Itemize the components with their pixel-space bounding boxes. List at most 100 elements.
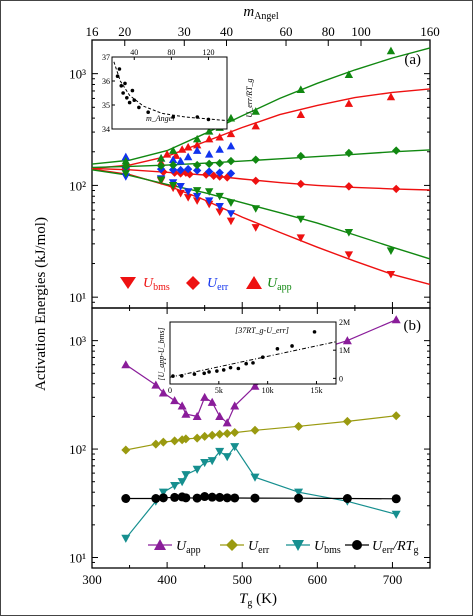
point-a-bms_lower	[226, 217, 236, 226]
inset-b-content: 0 5k 10k 15k 0 1M 2M	[168, 318, 350, 395]
point-a-err_lower	[176, 183, 185, 191]
legend-b-app-label: Uapp	[176, 539, 201, 556]
top-tick-label: 100	[351, 24, 371, 39]
point-b-U_err	[250, 425, 260, 435]
point-b-U_app	[170, 396, 180, 405]
top-tick-label: 80	[322, 24, 335, 39]
point-a-err_mid	[226, 169, 236, 178]
point-a-app_lower	[168, 182, 178, 190]
point-a-err_upper	[204, 150, 214, 158]
point-a-bms_mid	[251, 176, 260, 185]
inset-a-xlabel: m_Angel	[146, 114, 175, 123]
inset-a-point	[206, 117, 211, 122]
point-b-U_err_over_RTg	[207, 492, 217, 502]
point-b-U_bms	[192, 465, 202, 474]
inset-a-point	[125, 96, 129, 100]
point-a-bms_upper	[177, 145, 187, 153]
point-b-U_app	[177, 401, 187, 410]
point-b-U_bms	[181, 471, 191, 480]
point-b-U_err	[215, 429, 225, 439]
axis-ticks	[91, 39, 431, 569]
inset-b-point	[312, 330, 317, 334]
point-a-bms_upper	[226, 129, 236, 138]
xtick-label: 600	[308, 572, 328, 587]
inset-b-title: [37RT_g-U_err]	[235, 326, 289, 335]
top-tick-label: 30	[178, 24, 191, 39]
inset-b-point	[251, 361, 255, 365]
inset-a-ytick-label: 34	[102, 125, 110, 134]
inset-b-ytick-label: 0	[339, 374, 343, 383]
point-b-U_bms	[207, 457, 217, 466]
point-a-app_upper	[156, 154, 166, 162]
point-a-err_lower	[226, 210, 236, 218]
point-a-err_mid	[168, 165, 178, 174]
top-tick-label: 60	[280, 24, 293, 39]
point-a-bms_mid	[209, 171, 218, 180]
inset-b-ytick-label: 1M	[339, 346, 350, 355]
point-a-bms_mid	[392, 184, 401, 194]
xtick-label: 500	[232, 572, 252, 587]
inset-a-point	[195, 115, 200, 119]
fit-app_mid	[91, 149, 431, 169]
fit-bms_mid	[91, 167, 431, 191]
point-a-err_mid	[192, 166, 202, 175]
point-b-U_app	[391, 315, 401, 324]
point-b-U_err	[121, 445, 131, 455]
fit-bms_upper	[91, 88, 431, 170]
point-a-bms_upper	[251, 121, 260, 130]
point-a-app_mid	[344, 148, 354, 158]
xtick-label: 300	[82, 572, 102, 587]
inset-b-point	[215, 369, 219, 373]
inset-b-fit	[169, 341, 337, 378]
inset-a-ytick-label: 36	[102, 77, 110, 86]
point-b-U_bms	[230, 443, 240, 452]
inset-b-point	[202, 371, 206, 376]
point-a-app_mid	[168, 160, 178, 170]
inset-a-point	[121, 91, 125, 95]
fit-app_lower	[91, 169, 431, 260]
legend-b-bms-label: Ubms	[314, 539, 341, 556]
legend-a-err-marker	[186, 276, 200, 290]
inset-b-point	[171, 374, 175, 378]
inset-b-point	[290, 344, 294, 348]
inset-b-point	[244, 361, 248, 366]
point-b-U_err_over_RTg	[151, 494, 161, 504]
point-a-err_upper	[215, 145, 224, 153]
point-a-err_mid	[215, 168, 224, 177]
point-a-app_mid	[121, 162, 130, 171]
point-a-err_mid	[204, 167, 214, 176]
point-b-U_app	[342, 336, 352, 345]
point-a-bms_upper	[192, 140, 202, 149]
point-b-U_bms	[177, 478, 187, 487]
x-axis-label: Tg (K)	[239, 591, 277, 609]
point-a-bms_mid	[296, 179, 306, 189]
legend-b-bms-marker	[292, 540, 304, 551]
inset-a-frame	[111, 56, 228, 130]
point-b-U_app	[192, 411, 202, 421]
point-b-U_app	[181, 409, 191, 418]
point-b-U_err_over_RTg	[391, 494, 401, 504]
legend-a-bms-marker	[120, 277, 136, 289]
point-b-U_err	[207, 430, 217, 440]
point-b-U_err_over_RTg	[250, 493, 260, 503]
point-b-U_err	[391, 411, 401, 421]
point-a-err_upper	[226, 141, 236, 150]
point-a-err_lower	[215, 202, 224, 211]
top-tick-label: 20	[118, 24, 131, 39]
inset-b-point	[192, 372, 197, 376]
point-a-bms_lower	[251, 224, 260, 232]
inset-a-xtick-label: 120	[202, 48, 214, 57]
point-a-err_upper	[176, 156, 185, 165]
point-b-U_err	[294, 421, 304, 431]
inset-a-point	[119, 84, 124, 88]
legend-a-err-label: Uerr	[207, 276, 229, 293]
ytick-label: 10²	[69, 442, 86, 457]
point-a-app_lower	[386, 247, 396, 255]
point-b-U_app	[215, 411, 225, 421]
point-a-err_upper	[168, 155, 178, 164]
point-a-err_upper	[121, 152, 130, 161]
point-b-U_bms	[391, 510, 401, 519]
top-tick-label: 160	[420, 24, 440, 39]
panel-label-b: (b)	[404, 318, 422, 334]
